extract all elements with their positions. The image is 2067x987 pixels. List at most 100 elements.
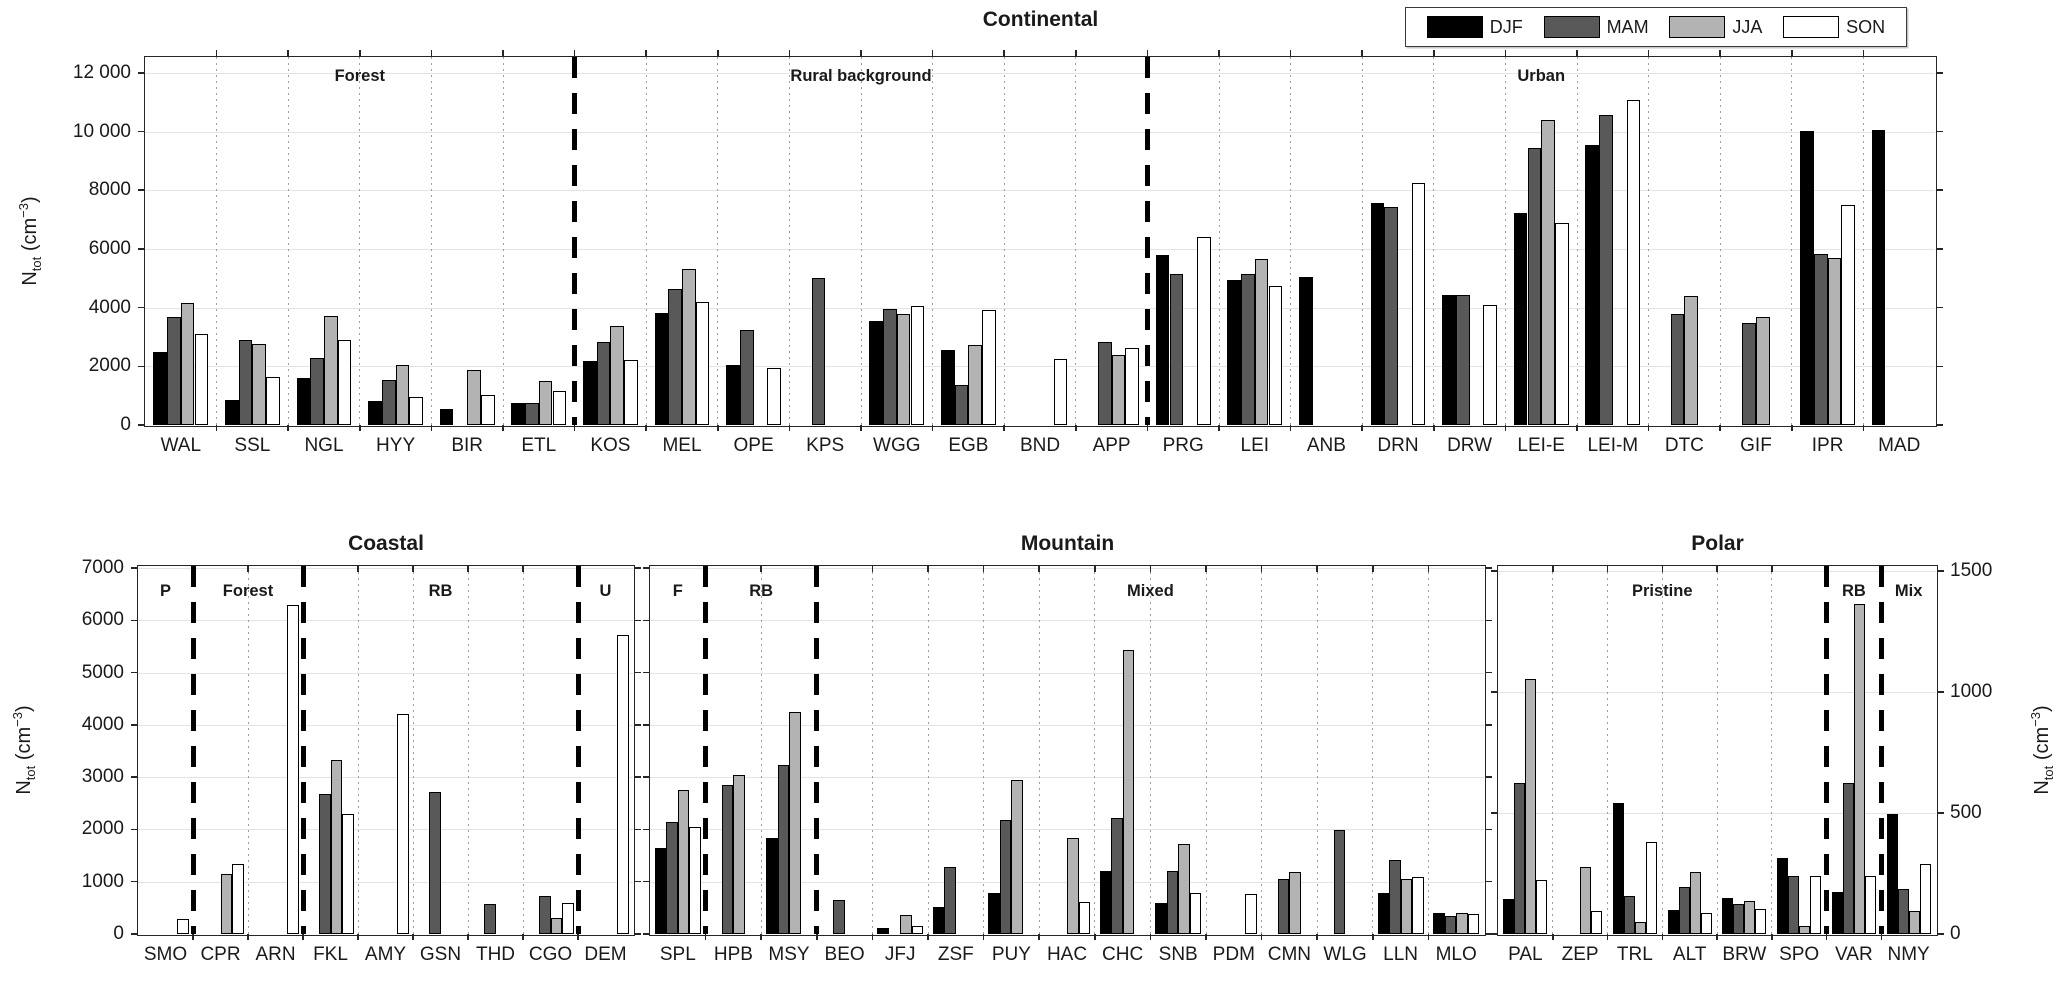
x-tick-mark-bottom bbox=[1825, 934, 1828, 940]
y-tick-mark-right bbox=[1485, 828, 1492, 831]
x-tick-mark-top bbox=[1647, 49, 1650, 56]
x-tick-mark-top bbox=[522, 566, 524, 572]
station-label-JFJ: JFJ bbox=[884, 944, 916, 965]
bar-WGG-MAM bbox=[883, 309, 897, 425]
section-separator-dashed bbox=[1144, 57, 1150, 425]
y-tick-mark-left bbox=[642, 828, 649, 831]
bar-IPR-JJA bbox=[1827, 258, 1842, 425]
y-tick-mark-right bbox=[634, 880, 641, 883]
y-tick-mark-left bbox=[642, 619, 649, 622]
x-tick-mark-bottom bbox=[192, 934, 194, 940]
bar-SSL-SON bbox=[266, 377, 280, 425]
x-tick-mark-top bbox=[467, 566, 469, 572]
y-tick-label: 12 000 bbox=[72, 61, 131, 83]
station-label-TRL: TRL bbox=[1616, 944, 1653, 965]
x-tick-mark-bottom bbox=[1576, 425, 1578, 431]
y-tick-label: 2000 bbox=[81, 818, 124, 840]
station-label-PUY: PUY bbox=[991, 944, 1031, 965]
section-separator-dashed bbox=[703, 566, 709, 934]
bar-MEL-DJF bbox=[654, 313, 669, 425]
panel-polar: 0 500 1000 1500 PAL ZEP TRL ALT BRW SPO VAR NMY Pris… bbox=[1490, 560, 1992, 965]
bar-GSN-MAM bbox=[429, 792, 441, 934]
legend-swatch-mam bbox=[1543, 16, 1600, 38]
station-label-GSN: GSN bbox=[419, 944, 462, 965]
bar-CHC-MAM bbox=[1111, 818, 1123, 934]
gridline-h bbox=[650, 620, 1484, 622]
bar-MAD-DJF bbox=[1871, 129, 1886, 425]
y-tick-mark-left bbox=[642, 776, 649, 778]
y-tick-mark-right bbox=[634, 671, 641, 674]
x-tick-mark-top bbox=[1791, 49, 1793, 56]
y-axis-label-continental: Ntot (cm−3) bbox=[16, 196, 44, 286]
x-tick-mark-bottom bbox=[788, 425, 791, 431]
section-label-f: F bbox=[672, 582, 683, 600]
x-tick-mark-bottom bbox=[931, 425, 934, 431]
section-separator-dashed bbox=[572, 57, 578, 425]
x-tick-mark-bottom bbox=[760, 934, 762, 940]
bar-HPB-JJA bbox=[733, 775, 745, 934]
y-tick-mark-right bbox=[1937, 812, 1944, 814]
section-separator-dashed bbox=[1824, 566, 1829, 934]
legend-swatch-jja bbox=[1669, 16, 1726, 38]
bar-BIR-DJF bbox=[439, 408, 454, 425]
x-tick-mark-top bbox=[1771, 566, 1773, 572]
y-tick-mark-right bbox=[1485, 776, 1492, 778]
bar-BND-SON bbox=[1053, 358, 1068, 425]
bar-ALT-DJF bbox=[1667, 909, 1679, 934]
station-label-MLO: MLO bbox=[1435, 944, 1477, 965]
x-tick-mark-bottom bbox=[1003, 425, 1005, 431]
station-divider-dotted bbox=[502, 57, 504, 425]
section-label-pristine: Pristine bbox=[1631, 582, 1693, 600]
gridline-h bbox=[650, 829, 1484, 831]
y-tick-mark-right bbox=[1937, 933, 1944, 935]
legend-label-son: SON bbox=[1846, 16, 1886, 37]
bar-LEI-SON bbox=[1268, 285, 1283, 425]
y-tick-mark-right bbox=[634, 619, 641, 622]
bar-IPR-SON bbox=[1841, 205, 1855, 425]
bar-DTC-JJA bbox=[1684, 296, 1699, 425]
y-tick-label: 4000 bbox=[81, 713, 124, 735]
station-divider-dotted bbox=[287, 57, 289, 425]
bar-KOS-MAM bbox=[596, 342, 611, 425]
x-tick-mark-top bbox=[717, 49, 719, 56]
x-tick-mark-top bbox=[1372, 566, 1374, 572]
bar-MEL-JJA bbox=[682, 269, 696, 425]
x-tick-mark-bottom bbox=[1719, 425, 1721, 431]
station-divider-dotted bbox=[247, 566, 249, 934]
station-divider-dotted bbox=[788, 57, 790, 425]
bar-HYY-SON bbox=[409, 396, 423, 425]
station-divider-dotted bbox=[1771, 566, 1773, 934]
x-tick-mark-top bbox=[1038, 566, 1040, 572]
station-divider-dotted bbox=[1648, 57, 1650, 425]
x-tick-mark-bottom bbox=[704, 934, 707, 940]
gridline-h bbox=[145, 366, 1935, 368]
x-tick-mark-bottom bbox=[1075, 425, 1077, 431]
bar-BRW-MAM bbox=[1733, 903, 1745, 934]
bar-JFJ-SON bbox=[911, 926, 924, 934]
bar-SPL-MAM bbox=[666, 821, 678, 934]
station-divider-dotted bbox=[932, 57, 934, 425]
bar-CPR-JJA bbox=[220, 874, 232, 934]
y-tick-mark-left bbox=[130, 828, 137, 831]
bar-ETL-MAM bbox=[525, 403, 539, 425]
bar-SPL-SON bbox=[689, 827, 701, 934]
station-divider-dotted bbox=[860, 57, 862, 425]
x-tick-mark-top bbox=[215, 49, 218, 56]
station-label-CHC: CHC bbox=[1102, 944, 1144, 965]
station-divider-dotted bbox=[1576, 57, 1578, 425]
bar-EGB-SON bbox=[982, 310, 996, 425]
y-axis-label-coastal: Ntot (cm−3) bbox=[10, 705, 38, 795]
y-tick-mark-right bbox=[1936, 130, 1943, 133]
y-tick-mark-left bbox=[642, 724, 649, 726]
x-tick-mark-bottom bbox=[357, 934, 359, 940]
x-tick-mark-top bbox=[860, 49, 862, 56]
y-tick-mark-left bbox=[642, 567, 649, 569]
legend-item-mam: MAM bbox=[1543, 16, 1649, 38]
x-tick-mark-bottom bbox=[1771, 934, 1773, 940]
bar-PAL-JJA bbox=[1525, 678, 1537, 934]
station-label-THD: THD bbox=[475, 944, 516, 965]
station-label-LLN: LLN bbox=[1383, 944, 1419, 965]
bar-KOS-SON bbox=[624, 360, 638, 425]
station-label-BEO: BEO bbox=[824, 944, 865, 965]
bar-LLN-SON bbox=[1412, 877, 1424, 934]
